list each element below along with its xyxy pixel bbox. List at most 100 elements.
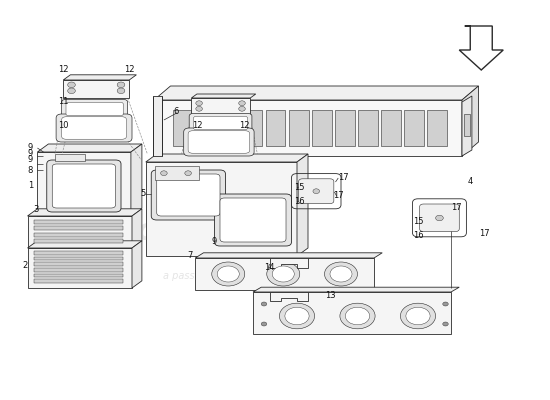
Circle shape (185, 171, 191, 176)
FancyBboxPatch shape (299, 179, 334, 204)
FancyBboxPatch shape (47, 160, 121, 212)
Bar (34, 274, 123, 277)
Text: 9: 9 (28, 156, 33, 164)
Text: 3: 3 (33, 206, 39, 214)
Polygon shape (131, 144, 142, 216)
Text: 16: 16 (294, 198, 305, 206)
Bar (34, 257, 123, 260)
Polygon shape (297, 154, 308, 256)
Text: 11: 11 (58, 98, 69, 106)
Polygon shape (28, 241, 142, 248)
Text: 15: 15 (412, 218, 424, 226)
Circle shape (68, 82, 75, 88)
Bar (289, 110, 309, 146)
Text: 10: 10 (58, 122, 69, 130)
FancyBboxPatch shape (220, 198, 286, 242)
Polygon shape (154, 100, 462, 156)
Circle shape (272, 266, 294, 282)
Bar (427, 110, 447, 146)
Text: 9: 9 (212, 238, 217, 246)
FancyBboxPatch shape (189, 114, 252, 132)
FancyBboxPatch shape (66, 102, 123, 116)
Text: 17: 17 (451, 204, 462, 212)
FancyBboxPatch shape (157, 174, 220, 216)
Circle shape (443, 302, 448, 306)
Text: 9: 9 (28, 144, 33, 152)
Bar (34, 239, 123, 243)
Polygon shape (154, 86, 478, 100)
FancyBboxPatch shape (420, 204, 459, 232)
Text: 5: 5 (140, 190, 146, 198)
Text: 6: 6 (173, 108, 179, 116)
Text: 16: 16 (412, 232, 424, 240)
FancyBboxPatch shape (194, 116, 248, 130)
Circle shape (261, 322, 267, 326)
Bar (381, 110, 401, 146)
Bar (34, 268, 123, 272)
Polygon shape (132, 209, 142, 248)
Text: 14: 14 (264, 264, 275, 272)
Text: 1: 1 (28, 182, 33, 190)
FancyBboxPatch shape (56, 114, 132, 142)
Polygon shape (63, 75, 136, 80)
Circle shape (161, 171, 167, 176)
Polygon shape (146, 162, 297, 256)
Bar (219, 110, 239, 146)
Bar (34, 279, 123, 283)
Bar (243, 110, 262, 146)
Bar (173, 110, 193, 146)
FancyBboxPatch shape (62, 100, 128, 118)
Bar (464, 114, 470, 136)
Polygon shape (191, 98, 250, 114)
Circle shape (400, 303, 436, 329)
FancyBboxPatch shape (214, 194, 292, 246)
Circle shape (217, 266, 239, 282)
Bar (358, 110, 378, 146)
Bar (312, 110, 332, 146)
Polygon shape (270, 292, 308, 301)
Circle shape (261, 302, 267, 306)
Text: 8: 8 (28, 166, 33, 174)
Polygon shape (253, 287, 459, 292)
Bar (34, 251, 123, 255)
FancyBboxPatch shape (52, 164, 116, 208)
Circle shape (212, 262, 245, 286)
Text: 12: 12 (191, 122, 202, 130)
Bar (404, 110, 424, 146)
Bar (266, 110, 285, 146)
Text: 17: 17 (338, 174, 349, 182)
Bar (34, 233, 123, 237)
Bar (335, 110, 355, 146)
Text: 12: 12 (58, 66, 69, 74)
Circle shape (196, 106, 202, 111)
Polygon shape (195, 258, 374, 290)
Circle shape (443, 322, 448, 326)
Polygon shape (153, 96, 162, 156)
Circle shape (345, 307, 370, 325)
Circle shape (340, 303, 375, 329)
Text: 17: 17 (333, 192, 344, 200)
Polygon shape (253, 292, 451, 334)
Polygon shape (191, 94, 256, 98)
Text: 7: 7 (187, 252, 192, 260)
Polygon shape (28, 216, 132, 248)
Text: 2: 2 (22, 262, 28, 270)
Polygon shape (195, 253, 382, 258)
Polygon shape (146, 154, 308, 162)
Text: 15: 15 (294, 184, 305, 192)
FancyBboxPatch shape (184, 128, 254, 156)
Polygon shape (28, 209, 142, 216)
Text: 17: 17 (478, 230, 490, 238)
Circle shape (267, 262, 300, 286)
Circle shape (239, 106, 245, 111)
FancyBboxPatch shape (188, 131, 250, 153)
Text: 1985: 1985 (302, 294, 358, 314)
Circle shape (313, 189, 320, 194)
Bar (155, 166, 199, 180)
Polygon shape (462, 86, 478, 156)
Circle shape (117, 82, 125, 88)
FancyBboxPatch shape (62, 117, 126, 139)
Polygon shape (63, 80, 129, 98)
Circle shape (239, 101, 245, 106)
Text: eurospares: eurospares (80, 218, 272, 246)
